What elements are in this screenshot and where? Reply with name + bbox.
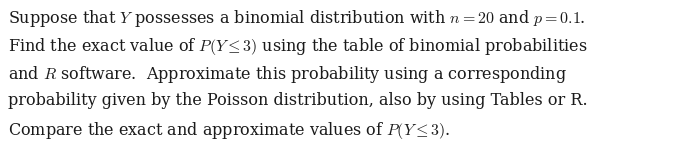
Text: Suppose that $Y$ possesses a binomial distribution with $n = 20$ and $p = 0.1$.: Suppose that $Y$ possesses a binomial di… xyxy=(8,8,586,29)
Text: Find the exact value of $P(Y \leq 3)$ using the table of binomial probabilities: Find the exact value of $P(Y \leq 3)$ us… xyxy=(8,36,588,57)
Text: Compare the exact and approximate values of $P(Y \leq 3)$.: Compare the exact and approximate values… xyxy=(8,120,450,141)
Text: probability given by the Poisson distribution, also by using Tables or R.: probability given by the Poisson distrib… xyxy=(8,92,588,109)
Text: and $R$ software.  Approximate this probability using a corresponding: and $R$ software. Approximate this proba… xyxy=(8,64,567,85)
